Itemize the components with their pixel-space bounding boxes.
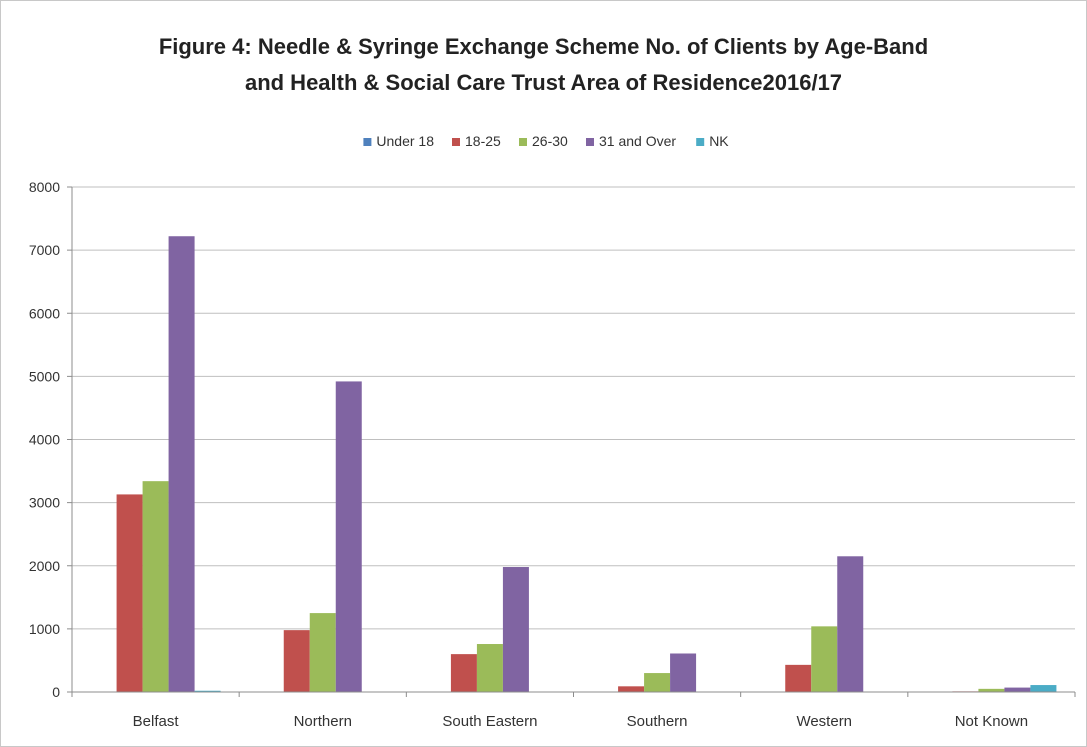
bar-26-30-belfast xyxy=(142,481,169,692)
y-tick-label: 0 xyxy=(52,684,60,700)
bar-18-25-northern xyxy=(283,630,310,692)
bar-26-30-south-eastern xyxy=(476,644,503,692)
y-tick-label: 1000 xyxy=(29,621,60,637)
legend-swatch xyxy=(586,138,594,146)
legend-swatch xyxy=(696,138,705,146)
legend-label: 18-25 xyxy=(465,133,501,149)
y-tick-label: 7000 xyxy=(29,242,60,258)
chart-title-line-1: Figure 4: Needle & Syringe Exchange Sche… xyxy=(158,34,929,59)
bar-18-25-southern xyxy=(618,686,645,692)
bar-18-25-western xyxy=(785,664,812,692)
gridlines xyxy=(72,186,1075,693)
category-labels: Belfast Northern South Eastern Southern West… xyxy=(133,713,1028,730)
category-label: Not Known xyxy=(955,713,1028,730)
axes xyxy=(71,187,1076,697)
bar-26-30-northern xyxy=(309,613,336,692)
category-label: South Eastern xyxy=(442,713,537,730)
y-tick-label: 4000 xyxy=(29,432,60,448)
category-label: Western xyxy=(796,713,852,730)
bar-31-and-over-belfast xyxy=(168,236,195,693)
y-tick-label: 5000 xyxy=(29,368,60,384)
bar-26-30-western xyxy=(811,626,838,692)
bar-26-30-not-known xyxy=(978,688,1005,692)
y-tick-label: 6000 xyxy=(29,305,60,321)
y-tick-label: 3000 xyxy=(29,495,60,511)
legend-label: 26-30 xyxy=(532,133,568,149)
bar-31-and-over-south-eastern xyxy=(502,567,529,692)
bar-nk-not-known xyxy=(1030,685,1057,692)
y-tick-label: 2000 xyxy=(29,558,60,574)
bar-31-and-over-northern xyxy=(335,381,362,692)
bar-31-and-over-southern xyxy=(670,653,697,692)
category-label: Northern xyxy=(294,713,352,730)
y-axis-ticks: 0 1000 2000 3000 4000 5000 6000 7000 8000 xyxy=(29,179,72,700)
legend-label: Under 18 xyxy=(376,133,434,149)
category-label: Southern xyxy=(627,713,688,730)
legend-swatch xyxy=(363,138,372,146)
bars xyxy=(116,236,1057,693)
legend-swatch xyxy=(519,138,527,146)
bar-31-and-over-western xyxy=(837,556,864,692)
bar-26-30-southern xyxy=(644,673,671,692)
legend-label: NK xyxy=(709,133,729,149)
bar-18-25-south-eastern xyxy=(450,654,477,692)
bar-31-and-over-not-known xyxy=(1004,687,1031,692)
legend: Under 18 18-25 26-30 31 and Over NK xyxy=(363,133,729,149)
chart-title-line-2: and Health & Social Care Trust Area of R… xyxy=(244,70,843,95)
bar-nk-belfast xyxy=(194,690,221,692)
legend-swatch xyxy=(452,138,460,146)
y-tick-label: 8000 xyxy=(29,179,60,195)
category-label: Belfast xyxy=(133,713,180,730)
legend-label: 31 and Over xyxy=(599,133,676,149)
bar-18-25-belfast xyxy=(116,494,143,692)
